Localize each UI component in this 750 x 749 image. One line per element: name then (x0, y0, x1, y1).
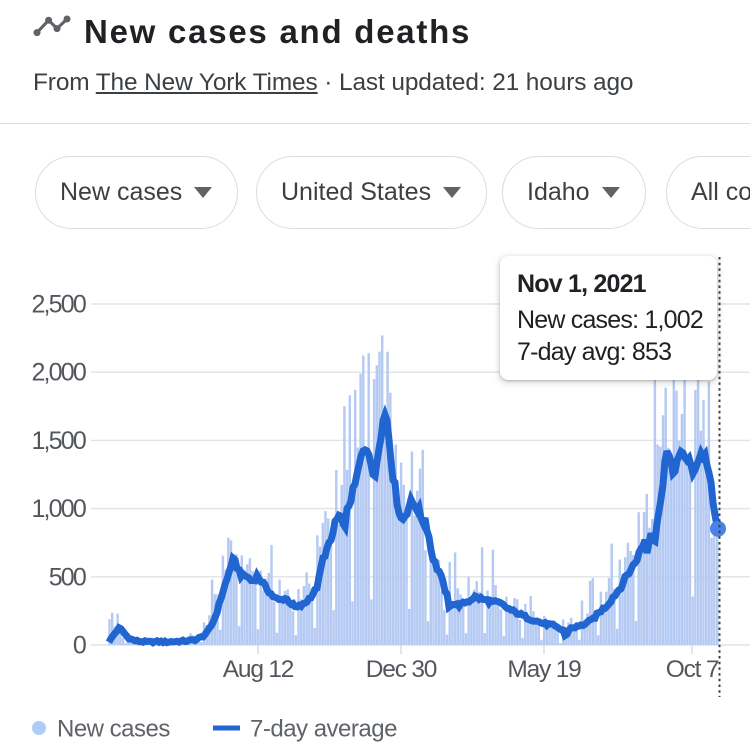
svg-text:2,500: 2,500 (31, 291, 85, 319)
svg-text:1,500: 1,500 (31, 427, 85, 455)
svg-text:Aug 12: Aug 12 (223, 656, 294, 683)
svg-text:Oct 7: Oct 7 (666, 656, 719, 683)
svg-text:1,000: 1,000 (31, 495, 85, 523)
svg-text:7-day average: 7-day average (250, 716, 397, 743)
svg-text:0: 0 (73, 632, 86, 660)
svg-text:May 19: May 19 (507, 656, 581, 683)
svg-text:500: 500 (49, 563, 86, 591)
svg-text:New cases: New cases (57, 716, 170, 743)
svg-text:Dec 30: Dec 30 (366, 656, 437, 683)
svg-text:2,000: 2,000 (31, 359, 85, 387)
